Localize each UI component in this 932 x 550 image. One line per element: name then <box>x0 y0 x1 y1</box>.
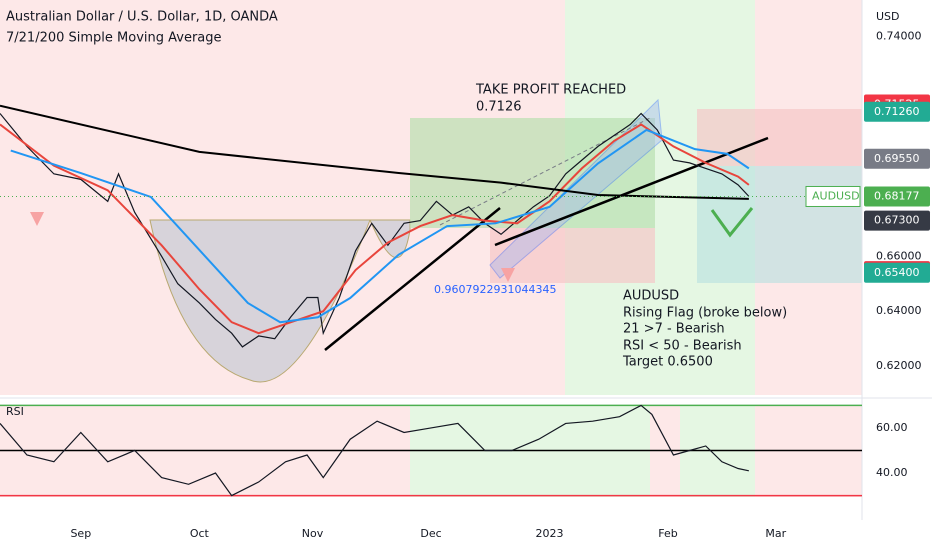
title: Australian Dollar / U.S. Dollar, 1D, OAN… <box>6 10 278 25</box>
y-tick-label: 0.66000 <box>876 249 922 262</box>
marker <box>30 212 44 226</box>
price-tag <box>864 186 930 207</box>
symbol-label: AUDUSD <box>812 189 860 202</box>
rsi-title: RSI <box>6 405 24 418</box>
y-tick-label: 60.00 <box>876 421 908 434</box>
target-box <box>697 166 862 283</box>
stop-box <box>697 109 862 166</box>
down-arrow <box>710 207 754 238</box>
profit-box <box>410 118 655 228</box>
note: RSI < 50 - Bearish <box>623 339 742 354</box>
symbol-tag <box>805 185 861 207</box>
annotation: 0.7126 <box>476 100 522 115</box>
cup-pattern <box>149 219 411 383</box>
price-line <box>0 104 749 200</box>
price-tag <box>864 210 930 231</box>
price-line <box>10 128 750 324</box>
y-tick-label: 0.62000 <box>876 359 922 372</box>
y-tick-label: 0.64000 <box>876 304 922 317</box>
x-tick-label: Mar <box>765 527 786 540</box>
marker <box>501 268 515 282</box>
subtitle: 7/21/200 Simple Moving Average <box>6 31 222 46</box>
price-tag-label: 0.65400 <box>874 266 920 279</box>
note: Target 0.6500 <box>622 355 713 370</box>
x-tick-label: Oct <box>190 527 210 540</box>
price-tag <box>864 262 930 283</box>
measure-line <box>439 117 651 226</box>
price-tag-label: 0.67300 <box>874 214 920 227</box>
x-tick-label: 2023 <box>536 527 564 540</box>
x-tick-label: Sep <box>70 527 91 540</box>
note: AUDUSD <box>623 289 679 304</box>
trend-line <box>324 207 501 351</box>
price-tag-label: 0.71260 <box>874 105 920 118</box>
trend-line <box>494 136 769 247</box>
price-tag <box>864 101 930 122</box>
price-line <box>0 112 750 348</box>
y-tick-label: 0.74000 <box>876 30 922 43</box>
y-tick-label: 40.00 <box>876 466 908 479</box>
note: Rising Flag (broke below) <box>623 306 787 321</box>
annotation: TAKE PROFIT REACHED <box>475 83 626 98</box>
x-tick-label: Dec <box>420 527 441 540</box>
price-tag-label: 0.68177 <box>874 189 920 202</box>
x-tick-label: Feb <box>658 527 677 540</box>
price-tag <box>864 148 930 169</box>
note: 21 >7 - Bearish <box>623 322 725 337</box>
currency: USD <box>876 10 900 23</box>
price-line <box>0 404 749 497</box>
ratio: 0.9607922931044345 <box>434 283 556 296</box>
price-tag-label: 0.69550 <box>874 152 920 165</box>
x-tick-label: Nov <box>302 527 324 540</box>
